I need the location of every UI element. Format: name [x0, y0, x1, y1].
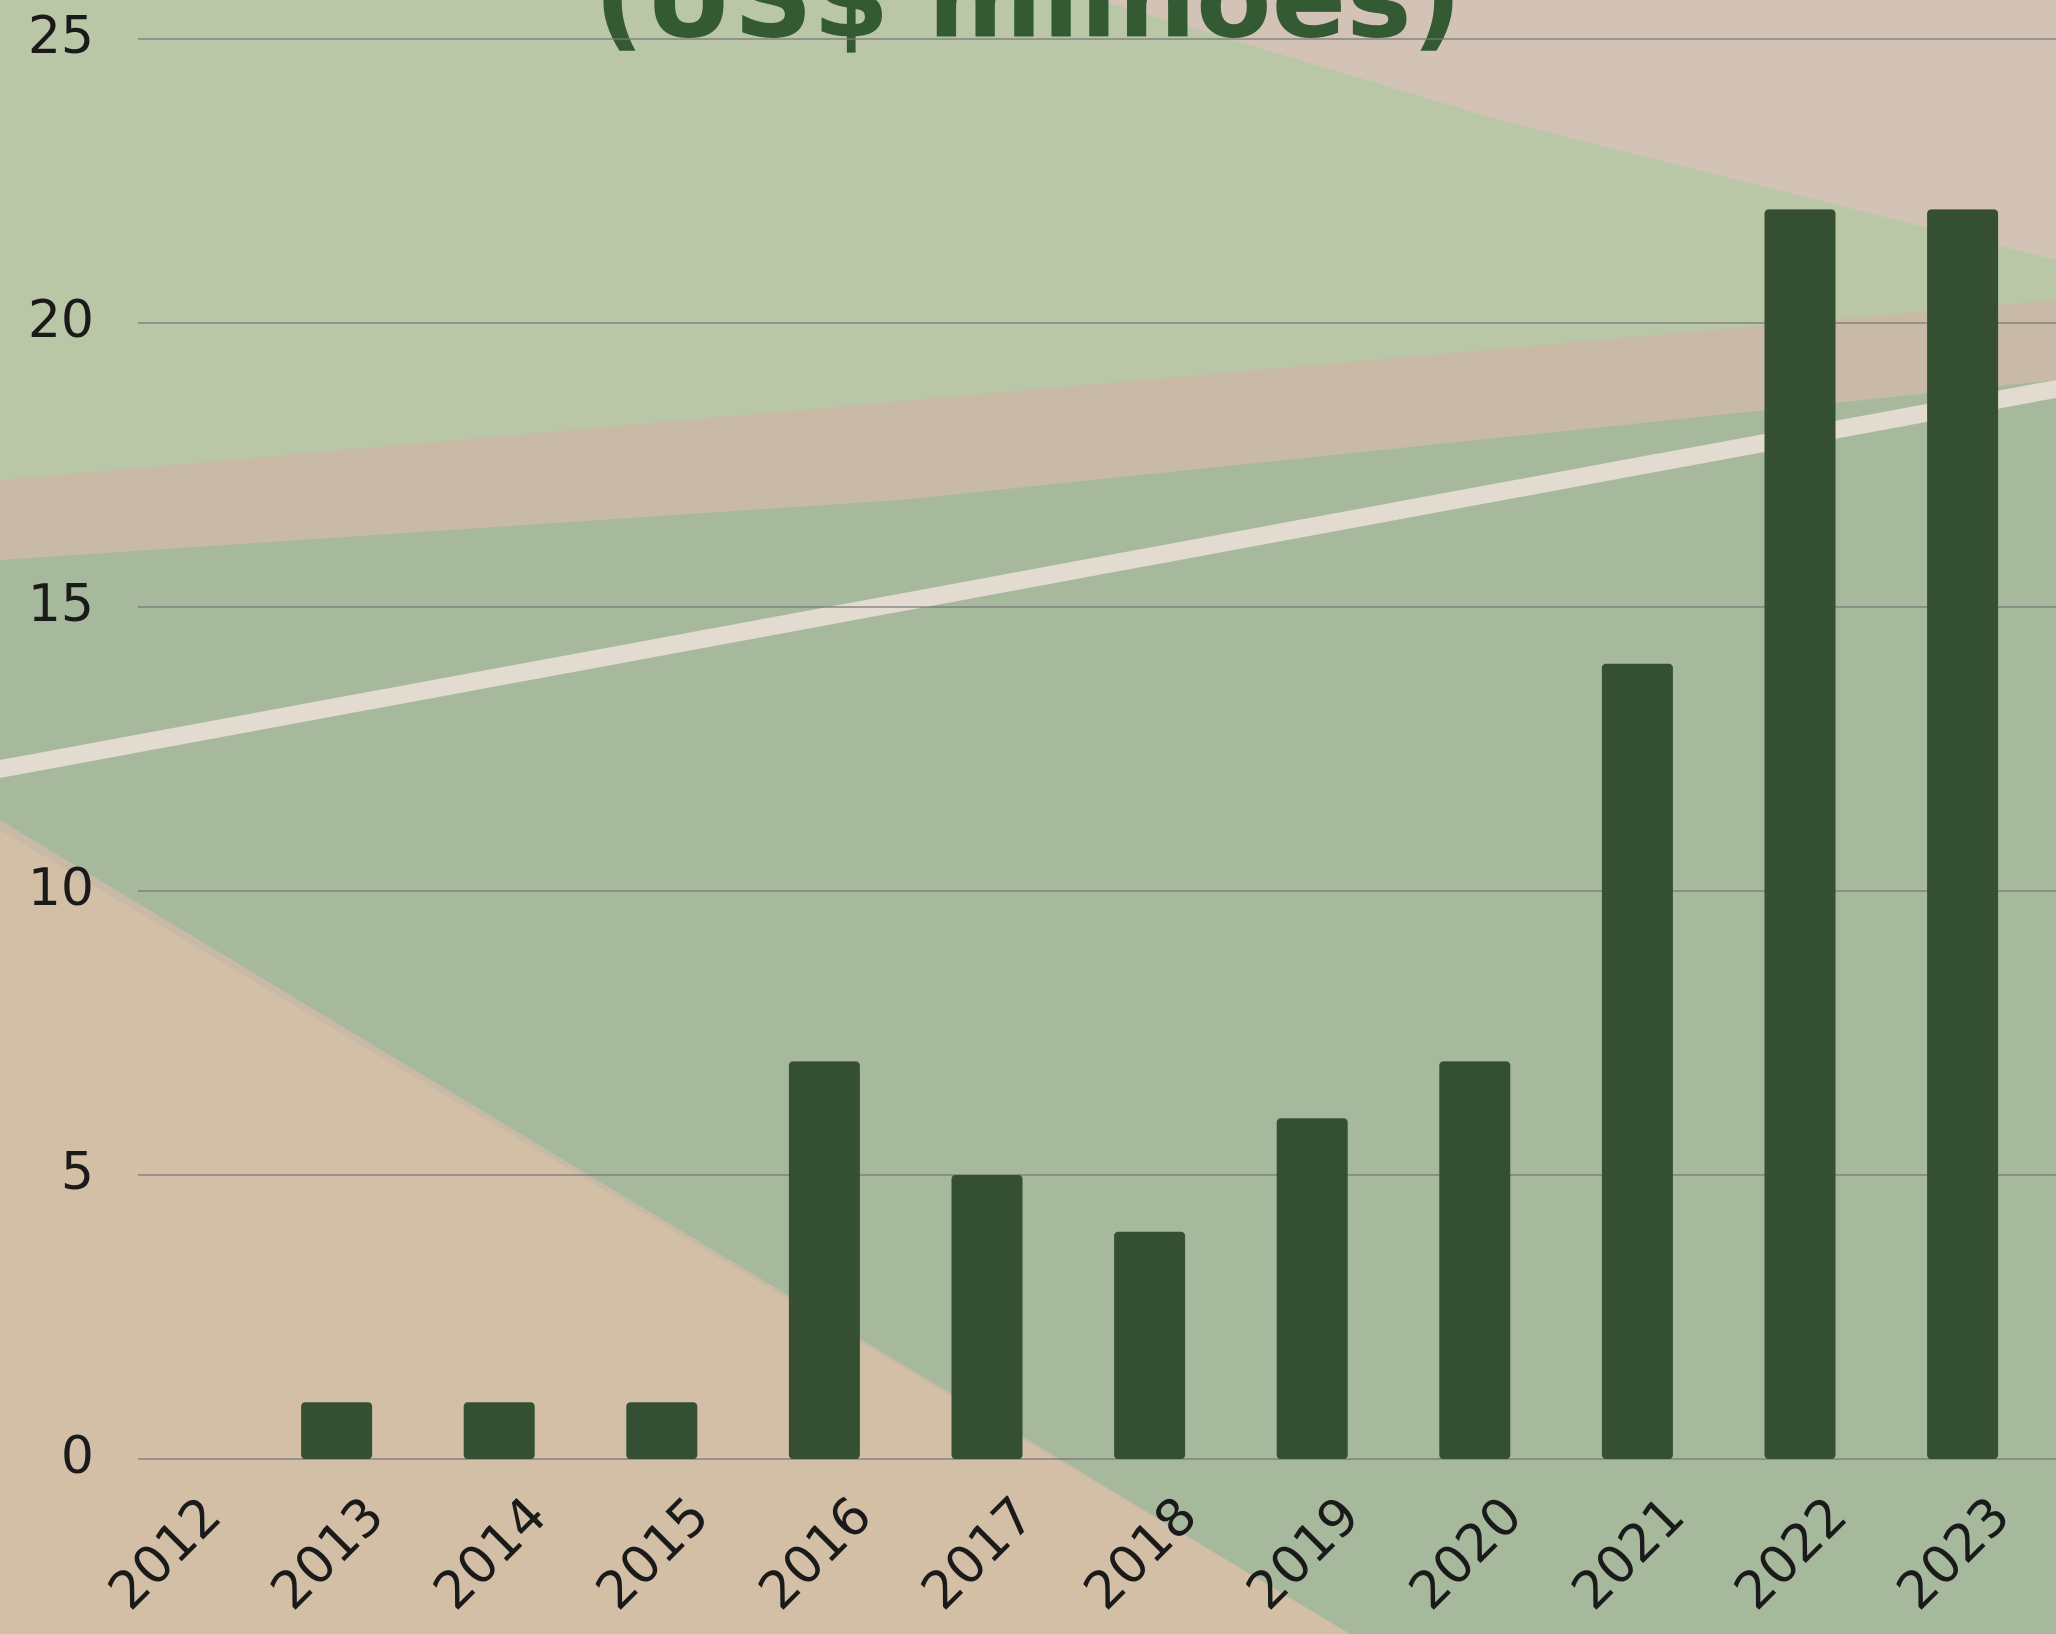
bar: [951, 1175, 1023, 1459]
y-tick-label: 15: [28, 574, 94, 634]
bar: [1439, 1061, 1511, 1459]
bar: [463, 1402, 535, 1459]
bar: [788, 1061, 860, 1459]
bar: [301, 1402, 373, 1459]
y-tick-label: 5: [61, 1142, 94, 1202]
bar: [1927, 209, 1999, 1459]
y-tick-label: 20: [28, 290, 94, 350]
bar: [1601, 663, 1673, 1459]
chart-title: (US$ milhões): [594, 0, 1462, 62]
bar: [626, 1402, 698, 1459]
y-tick-label: 0: [61, 1426, 94, 1486]
bar: [1764, 209, 1836, 1459]
bar: [1276, 1118, 1348, 1459]
bar: [1114, 1231, 1186, 1459]
y-tick-label: 10: [28, 858, 94, 918]
y-tick-label: 25: [28, 6, 94, 66]
